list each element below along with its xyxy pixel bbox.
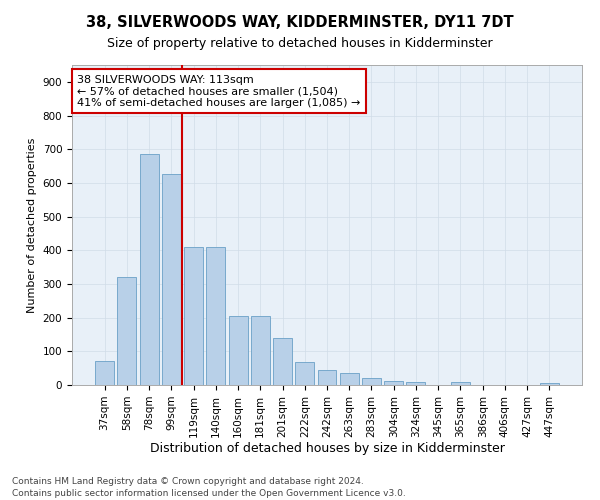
Bar [118, 277, 136, 385]
Text: 38, SILVERWOODS WAY, KIDDERMINSTER, DY11 7DT: 38, SILVERWOODS WAY, KIDDERMINSTER, DY11… [86, 15, 514, 30]
Y-axis label: Number of detached properties: Number of detached properties [27, 138, 37, 312]
Bar [206, 247, 225, 385]
Bar [295, 362, 314, 385]
Bar [140, 154, 158, 385]
Bar [362, 378, 381, 385]
Bar [251, 316, 270, 385]
Bar [451, 382, 470, 385]
Bar [317, 370, 337, 385]
Text: 38 SILVERWOODS WAY: 113sqm
← 57% of detached houses are smaller (1,504)
41% of s: 38 SILVERWOODS WAY: 113sqm ← 57% of deta… [77, 74, 361, 108]
Bar [184, 247, 203, 385]
Bar [406, 382, 425, 385]
Text: Size of property relative to detached houses in Kidderminster: Size of property relative to detached ho… [107, 38, 493, 51]
X-axis label: Distribution of detached houses by size in Kidderminster: Distribution of detached houses by size … [149, 442, 505, 456]
Bar [384, 381, 403, 385]
Bar [229, 316, 248, 385]
Bar [540, 384, 559, 385]
Bar [340, 373, 359, 385]
Bar [162, 174, 181, 385]
Bar [95, 360, 114, 385]
Text: Contains HM Land Registry data © Crown copyright and database right 2024.
Contai: Contains HM Land Registry data © Crown c… [12, 476, 406, 498]
Bar [273, 338, 292, 385]
